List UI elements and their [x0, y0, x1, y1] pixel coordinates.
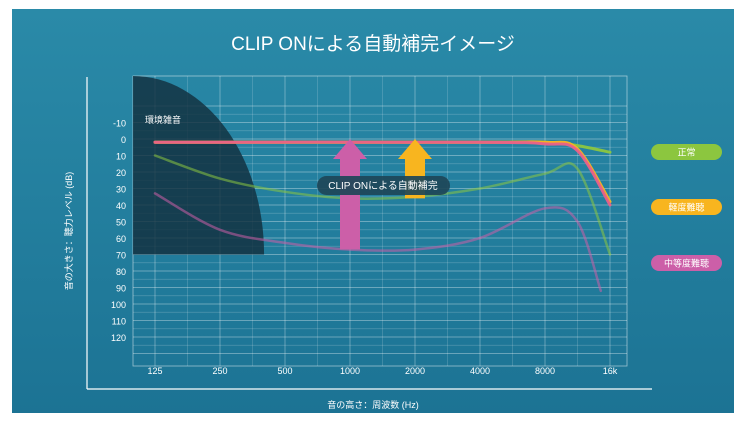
noise-region-label: 環境雑音 [145, 114, 181, 125]
legend-label: 中等度難聴 [664, 258, 709, 269]
annotation-badge-bg [317, 176, 450, 195]
x-axis-label: 音の高さ：周波数 (Hz) [327, 399, 419, 410]
y-tick-label: 0 [121, 135, 126, 145]
y-tick-label: 80 [116, 267, 126, 277]
y-tick-label: 30 [116, 185, 126, 195]
audiogram-chart: CLIP ONによる自動補完 CLIP ONによる自動補完イメージ -10 0 10 2… [63, 33, 722, 410]
x-tick-label: 250 [212, 366, 227, 376]
y-tick-label: 40 [116, 201, 126, 211]
y-tick-label: 90 [116, 284, 126, 294]
x-tick-label: 8000 [535, 366, 555, 376]
y-tick-label: 110 [112, 317, 126, 327]
x-tick-label: 1000 [340, 366, 360, 376]
annotation-text: CLIP ONによる自動補完 [328, 179, 438, 192]
legend-label: 正常 [677, 147, 695, 158]
x-tick-label: 16k [603, 366, 618, 376]
series-line-moderate-hearing-loss [153, 192, 603, 293]
legend-item: 中等度難聴 [651, 255, 722, 271]
noise-region [133, 76, 265, 255]
series-line-compensated-moderate [153, 140, 612, 207]
x-tick-label: 4000 [470, 366, 490, 376]
y-tick-label: 100 [111, 300, 126, 310]
chart-panel: CLIP ONによる自動補完 CLIP ONによる自動補完イメージ -10 0 10 2… [12, 9, 734, 413]
x-tick-label: 500 [277, 366, 292, 376]
chart-title: CLIP ONによる自動補完イメージ [231, 33, 515, 55]
legend-label: 軽度難聴 [668, 202, 704, 213]
legend-swatch [651, 255, 722, 271]
y-tick-label: 120 [111, 333, 126, 343]
legend-swatch [651, 144, 722, 160]
y-tick-label: 60 [116, 234, 126, 244]
y-tick-label: 20 [116, 168, 126, 178]
legend-swatch [651, 199, 722, 215]
y-tick-label: -10 [113, 119, 126, 129]
legend-item: 正常 [651, 144, 722, 160]
annotation-badge: CLIP ONによる自動補完 [317, 176, 450, 195]
y-tick-label: 50 [116, 218, 126, 228]
y-tick-label: 70 [116, 251, 126, 261]
x-tick-label: 125 [147, 366, 162, 376]
y-axis-label: 音の大きさ：聴力レベル (dB) [63, 172, 74, 291]
y-tick-label: 10 [116, 152, 126, 162]
legend-item: 軽度難聴 [651, 199, 722, 215]
x-tick-label: 2000 [405, 366, 425, 376]
